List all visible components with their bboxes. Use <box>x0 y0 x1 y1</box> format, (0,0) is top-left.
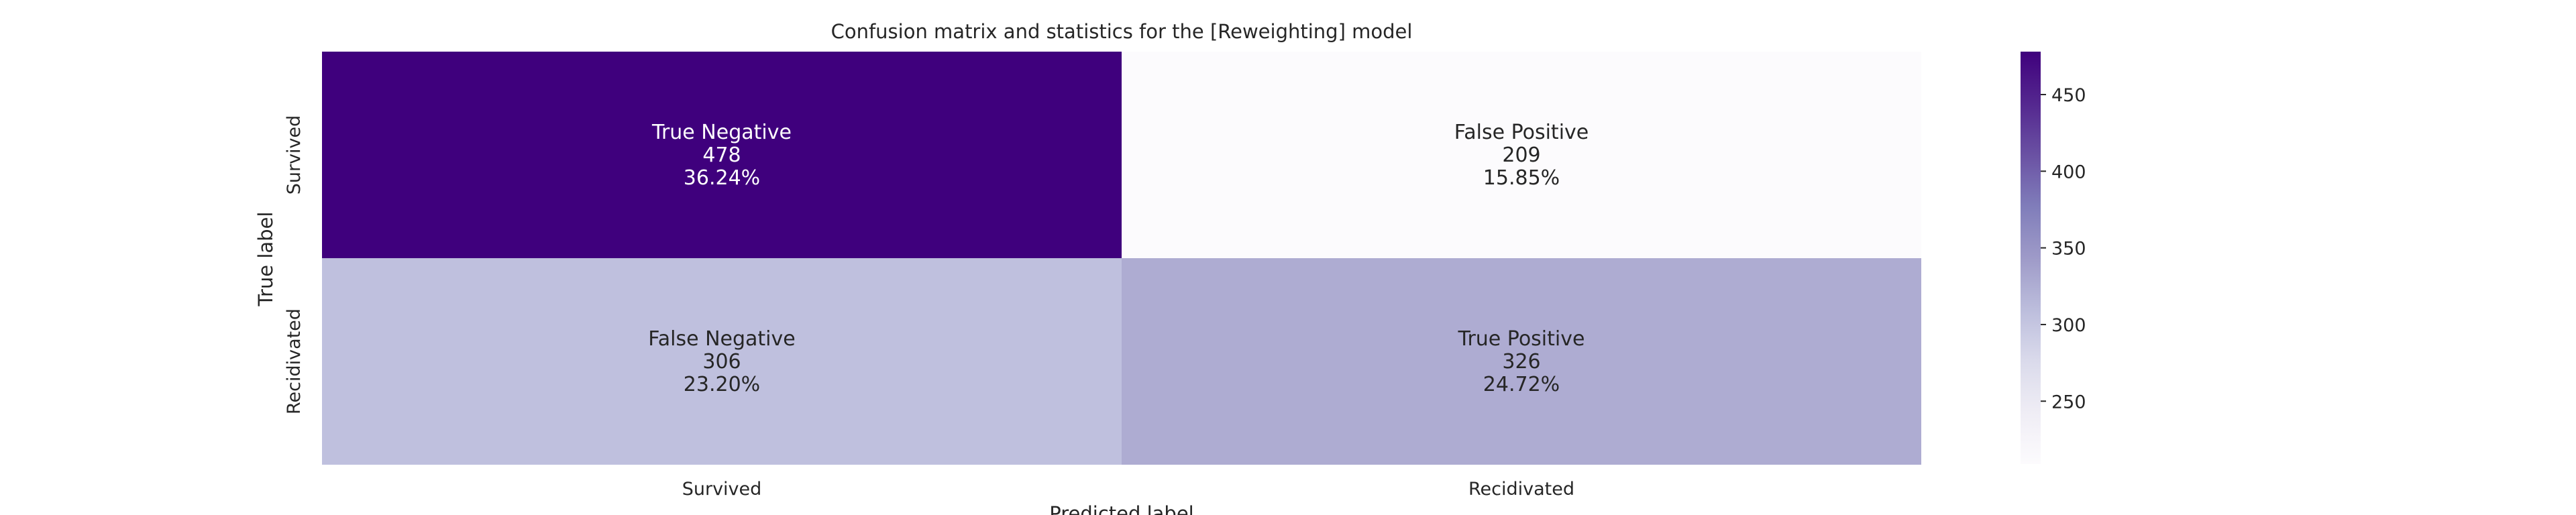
cell-count-label: 306 <box>702 350 741 374</box>
colorbar-tick-label: 450 <box>2051 85 2086 106</box>
cell-percent-label: 23.20% <box>684 373 760 396</box>
colorbar-tick-label: 350 <box>2051 239 2086 260</box>
cell-category-label: False Negative <box>648 327 795 351</box>
cell-count-label: 326 <box>1502 350 1540 374</box>
cell-percent-label: 15.85% <box>1483 166 1560 190</box>
cell-category-label: True Positive <box>1458 327 1585 351</box>
cell-percent-label: 24.72% <box>1483 373 1560 396</box>
cell-count-label: 209 <box>1502 144 1540 167</box>
y-tick-label: Survived <box>284 115 305 195</box>
chart-title: Confusion matrix and statistics for the … <box>831 20 1413 43</box>
y-tick-label: Recidivated <box>284 308 305 414</box>
cell-percent-label: 36.24% <box>684 166 760 190</box>
colorbar <box>2021 52 2041 464</box>
cell-category-label: True Negative <box>651 121 792 144</box>
cell-category-label: False Positive <box>1454 121 1589 144</box>
cell-count-label: 478 <box>702 144 741 167</box>
heatmap-cell <box>322 258 1122 465</box>
colorbar-tick-label: 300 <box>2051 315 2086 336</box>
x-tick-label: Recidivated <box>1468 479 1574 500</box>
y-axis-label: True label <box>254 212 277 307</box>
heatmap-cell <box>1122 258 1921 465</box>
colorbar-tick-label: 250 <box>2051 392 2086 412</box>
colorbar-ticks: 250 300 350 400 450 <box>2041 85 2086 412</box>
colorbar-tick-label: 400 <box>2051 162 2086 182</box>
x-axis-label: Predicted label <box>1049 502 1194 515</box>
x-tick-label: Survived <box>682 479 762 500</box>
heatmap-cell <box>1122 52 1921 258</box>
y-axis: Survived Recidivated <box>284 115 305 414</box>
x-axis: Survived Recidivated <box>682 479 1574 500</box>
heatmap-cell <box>322 52 1122 258</box>
